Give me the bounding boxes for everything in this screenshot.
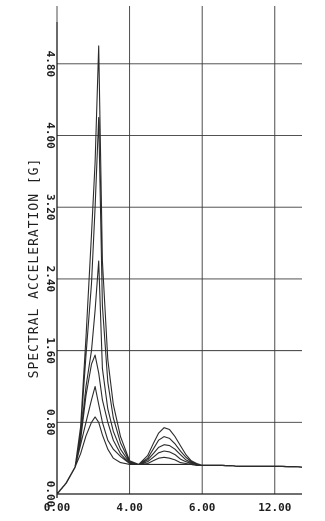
series-line-1	[56, 416, 303, 495]
grid-layer	[56, 6, 302, 495]
tick-label-layer: 0.00 0.80 1.60 2.40 3.20 4.00 4.80 0.00 4.00 6.00…	[44, 51, 292, 514]
y-tick-label: 1.60	[44, 337, 57, 364]
y-tick-label: 4.00	[44, 122, 57, 149]
x-tick-label: 4.00	[116, 501, 143, 514]
axis-layer	[56, 22, 302, 498]
y-tick-label: 3.20	[44, 194, 57, 221]
series-line-3	[56, 354, 303, 495]
x-tick-label: 12.00	[258, 501, 291, 514]
series-layer	[56, 45, 303, 495]
y-tick-label: 2.40	[44, 266, 57, 293]
series-line-2	[56, 385, 303, 495]
y-axis-title: SPECTRAL ACCELERATION [G]	[27, 158, 42, 379]
x-tick-label: 6.00	[189, 501, 216, 514]
y-tick-label: 4.80	[44, 51, 57, 78]
y-tick-label: 0.00	[44, 481, 57, 508]
x-tick-label: 0.00	[44, 501, 71, 514]
series-line-6	[56, 45, 303, 495]
series-line-5	[56, 117, 303, 495]
y-tick-label: 0.80	[44, 409, 57, 436]
